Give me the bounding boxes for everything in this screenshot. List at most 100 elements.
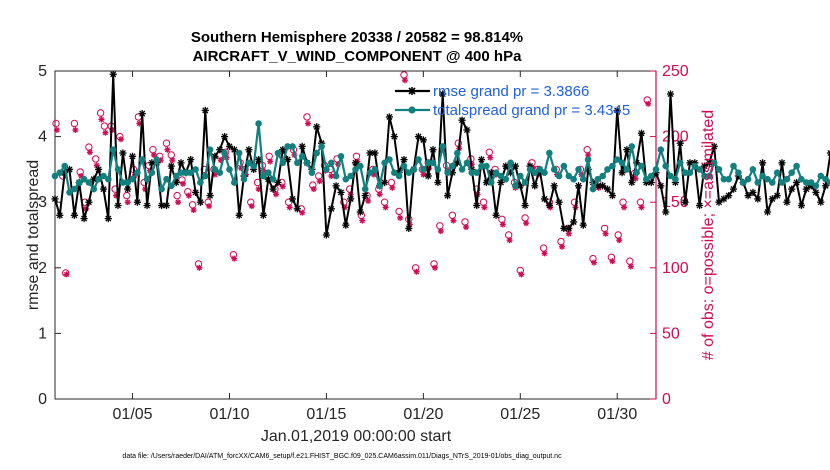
obs-assimilated-point bbox=[481, 204, 488, 211]
obs-possible-point bbox=[448, 211, 457, 220]
totalspread-point bbox=[260, 172, 267, 180]
totalspread-point bbox=[51, 172, 59, 180]
totalspread-point bbox=[584, 156, 592, 163]
obs-assimilated-point bbox=[541, 250, 548, 257]
totalspread-point bbox=[308, 169, 316, 176]
y-right-tick-label: 250 bbox=[662, 63, 689, 80]
rmse-point bbox=[332, 182, 340, 190]
rmse-point bbox=[361, 192, 369, 200]
rmse-point bbox=[94, 165, 103, 173]
rmse-point bbox=[492, 211, 500, 219]
totalspread-point bbox=[202, 172, 209, 180]
obs-possible-point bbox=[619, 198, 627, 206]
obs-possible-point bbox=[380, 198, 389, 206]
rmse-point bbox=[531, 182, 539, 190]
totalspread-point bbox=[56, 169, 64, 176]
rmse-point bbox=[715, 198, 723, 206]
rmse-point bbox=[792, 178, 801, 187]
obs-possible-point bbox=[400, 71, 408, 79]
obs-assimilated-point bbox=[609, 258, 616, 265]
obs-possible-point bbox=[600, 224, 609, 233]
obs-possible-point bbox=[284, 198, 293, 206]
rmse-point bbox=[579, 221, 587, 229]
rmse-point bbox=[342, 221, 350, 229]
totalspread-point bbox=[754, 179, 762, 186]
obs-assimilated-point bbox=[365, 197, 372, 204]
totalspread-point bbox=[706, 172, 713, 180]
obs-assimilated-point bbox=[627, 263, 634, 270]
obs-assimilated-point bbox=[401, 77, 408, 84]
rmse-point bbox=[313, 123, 321, 131]
obs-assimilated-point bbox=[645, 100, 652, 107]
obs-assimilated-point bbox=[175, 199, 182, 206]
obs-assimilated-point bbox=[382, 204, 389, 211]
obs-possible-point bbox=[461, 218, 469, 226]
rmse-point bbox=[821, 182, 830, 190]
totalspread-point bbox=[405, 169, 413, 176]
totalspread-point bbox=[313, 149, 321, 157]
rmse-point bbox=[773, 192, 781, 200]
rmse-point bbox=[458, 116, 466, 124]
obs-assimilated-point bbox=[267, 158, 274, 165]
totalspread-point bbox=[550, 166, 558, 173]
obs-assimilated-point bbox=[376, 191, 383, 198]
totalspread-point bbox=[221, 149, 228, 157]
rmse-point bbox=[565, 224, 573, 232]
totalspread-point bbox=[696, 166, 703, 173]
x-tick-label: 01/25 bbox=[500, 406, 540, 423]
totalspread-point bbox=[739, 179, 747, 186]
totalspread-point bbox=[618, 159, 626, 167]
rmse-point bbox=[225, 142, 234, 150]
totalspread-point bbox=[245, 159, 253, 167]
obs-assimilated-point bbox=[432, 264, 438, 271]
totalspread-point bbox=[463, 159, 471, 167]
rmse-point bbox=[647, 178, 655, 187]
rmse-point bbox=[511, 162, 520, 170]
totalspread-point bbox=[391, 169, 398, 176]
totalspread-point bbox=[570, 175, 577, 183]
rmse-point bbox=[337, 188, 345, 196]
obs-possible-point bbox=[436, 222, 444, 230]
rmse-point bbox=[274, 178, 282, 187]
totalspread-point bbox=[332, 172, 340, 180]
x-tick-label: 01/30 bbox=[597, 406, 637, 423]
totalspread-point bbox=[517, 172, 524, 180]
rmse-point bbox=[623, 146, 631, 154]
totalspread-point bbox=[657, 146, 665, 153]
totalspread-point bbox=[61, 162, 68, 170]
rmse-point bbox=[264, 175, 272, 183]
totalspread-point bbox=[211, 166, 219, 173]
totalspread-point bbox=[662, 162, 669, 170]
rmse-point bbox=[758, 159, 767, 167]
rmse-point bbox=[768, 195, 776, 203]
totalspread-point bbox=[148, 169, 156, 176]
totalspread-point bbox=[798, 175, 805, 183]
rmse-point bbox=[414, 133, 423, 141]
totalspread-point bbox=[580, 175, 587, 183]
rmse-point bbox=[65, 165, 74, 173]
rmse-point bbox=[666, 90, 675, 98]
rmse-point bbox=[255, 156, 263, 164]
totalspread-point bbox=[710, 159, 718, 167]
totalspread-point bbox=[759, 172, 766, 180]
rmse-point bbox=[269, 185, 277, 193]
rmse-point bbox=[463, 126, 471, 134]
obs-assimilated-point bbox=[506, 237, 513, 244]
obs-possible-point bbox=[395, 207, 403, 216]
totalspread-point bbox=[138, 156, 146, 163]
rmse-point bbox=[560, 224, 568, 232]
rmse-point bbox=[521, 201, 529, 210]
obs-possible-point bbox=[188, 201, 197, 209]
totalspread-point bbox=[216, 169, 224, 176]
rmse-point bbox=[473, 201, 481, 210]
obs-assimilated-point bbox=[487, 154, 494, 161]
rmse-point bbox=[284, 156, 292, 164]
totalspread-point bbox=[483, 162, 490, 170]
rmse-point bbox=[444, 192, 452, 200]
rmse-point bbox=[608, 192, 617, 200]
totalspread-point bbox=[386, 156, 393, 163]
rmse-point bbox=[138, 109, 146, 118]
totalspread-point bbox=[255, 120, 262, 127]
y-tick-label: 1 bbox=[38, 325, 47, 342]
totalspread-point bbox=[507, 159, 514, 167]
